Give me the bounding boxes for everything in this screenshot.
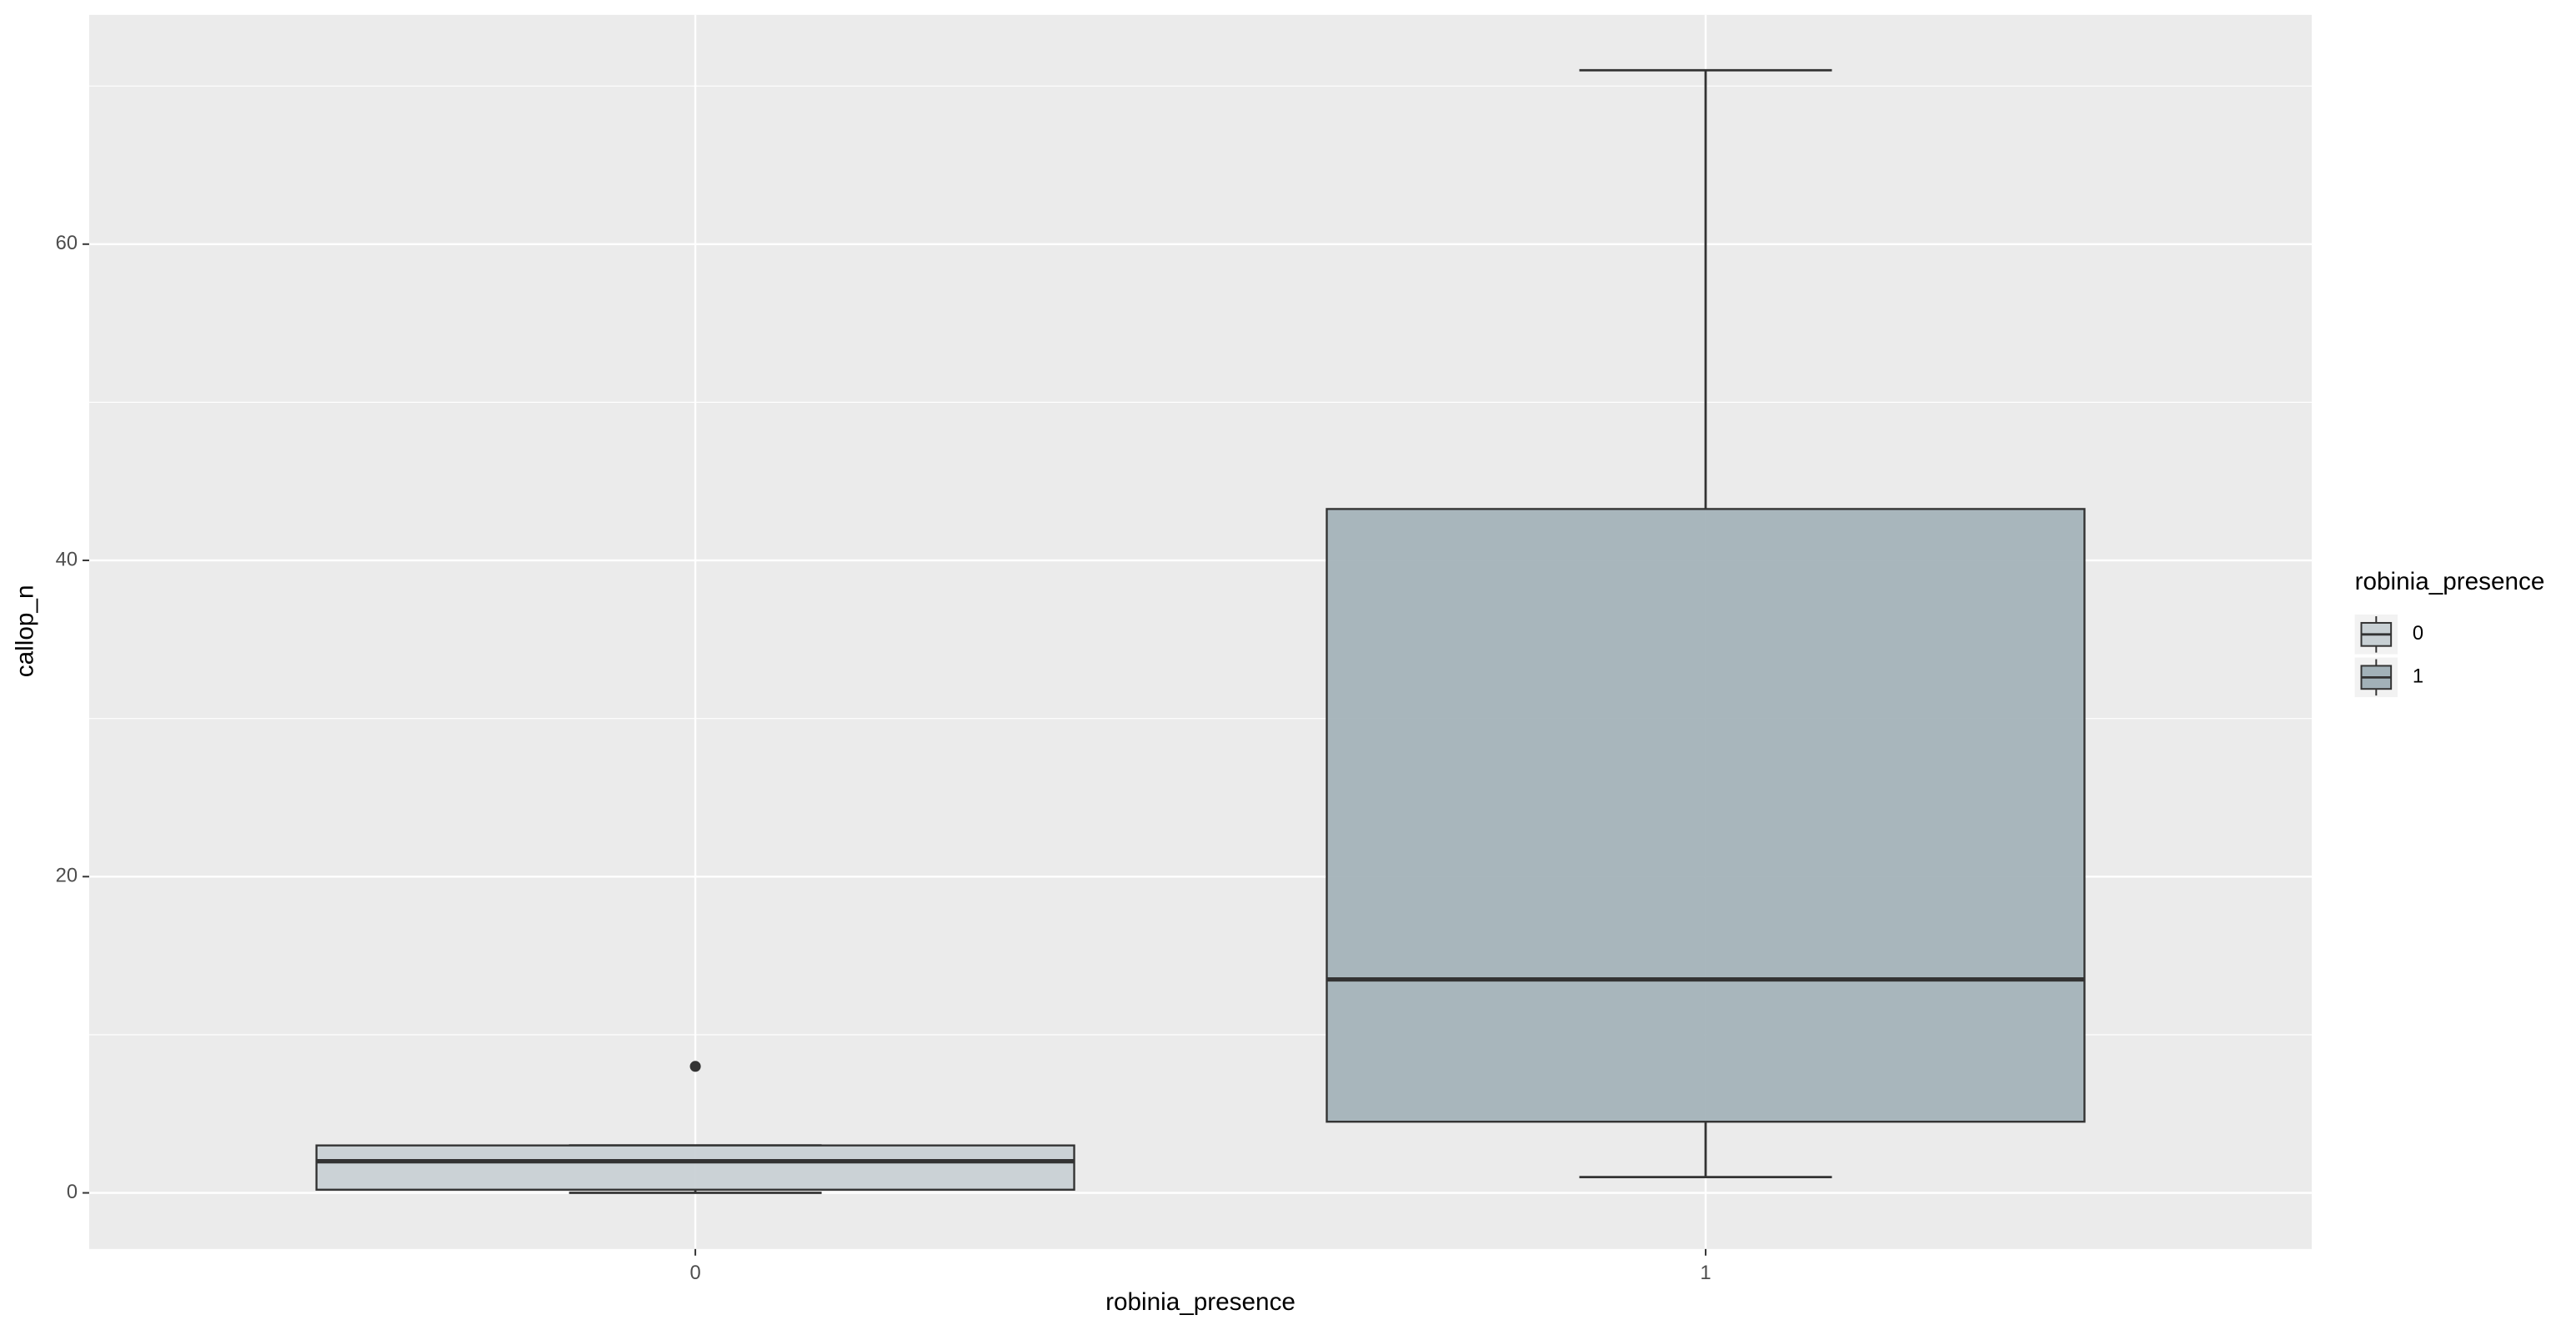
legend-title: robinia_presence xyxy=(2355,568,2545,595)
x-tick-label: 1 xyxy=(1700,1262,1711,1284)
box xyxy=(315,1144,1075,1191)
y-tick-label: 20 xyxy=(56,865,78,887)
box xyxy=(1326,508,2086,1123)
outlier xyxy=(689,1061,701,1072)
y-tick-label: 0 xyxy=(67,1181,78,1203)
legend-label: 1 xyxy=(2413,665,2423,688)
y-tick-label: 60 xyxy=(56,232,78,254)
y-axis-title: callop_n xyxy=(12,585,39,678)
x-tick-label: 0 xyxy=(689,1262,700,1284)
x-axis-title: robinia_presence xyxy=(1105,1288,1296,1316)
y-tick-label: 40 xyxy=(56,548,78,570)
legend-label: 0 xyxy=(2413,622,2423,645)
